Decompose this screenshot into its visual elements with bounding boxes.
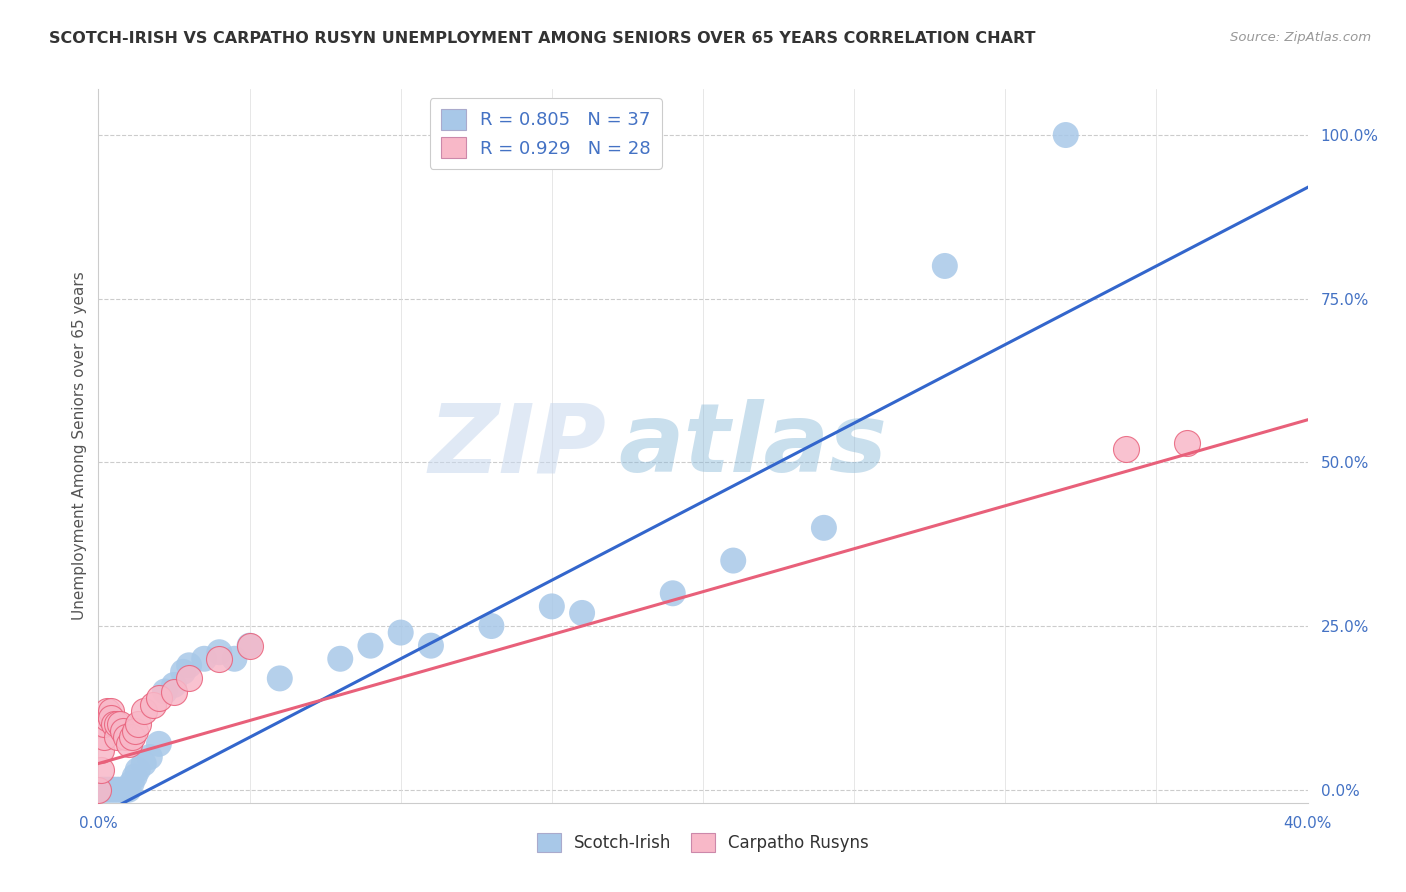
Point xyxy=(420,639,443,653)
Point xyxy=(360,639,382,653)
Point xyxy=(172,665,194,679)
Point xyxy=(90,743,112,757)
Point xyxy=(163,684,186,698)
Point xyxy=(934,259,956,273)
Point xyxy=(105,782,128,797)
Point xyxy=(540,599,562,614)
Point xyxy=(329,652,352,666)
Point xyxy=(121,731,143,745)
Point xyxy=(153,684,176,698)
Text: atlas: atlas xyxy=(619,400,887,492)
Point xyxy=(93,731,115,745)
Point xyxy=(148,737,170,751)
Point xyxy=(269,672,291,686)
Point xyxy=(224,652,246,666)
Point xyxy=(1115,442,1137,457)
Point xyxy=(208,645,231,659)
Point xyxy=(571,606,593,620)
Point xyxy=(105,731,128,745)
Y-axis label: Unemployment Among Seniors over 65 years: Unemployment Among Seniors over 65 years xyxy=(72,272,87,620)
Point xyxy=(1175,435,1198,450)
Point xyxy=(118,737,141,751)
Point xyxy=(139,750,162,764)
Text: SCOTCH-IRISH VS CARPATHO RUSYN UNEMPLOYMENT AMONG SENIORS OVER 65 YEARS CORRELAT: SCOTCH-IRISH VS CARPATHO RUSYN UNEMPLOYM… xyxy=(49,31,1036,46)
Text: Source: ZipAtlas.com: Source: ZipAtlas.com xyxy=(1230,31,1371,45)
Point xyxy=(108,717,131,731)
Point xyxy=(96,782,118,797)
Legend: Scotch-Irish, Carpatho Rusyns: Scotch-Irish, Carpatho Rusyns xyxy=(530,826,876,859)
Point xyxy=(96,704,118,718)
Text: ZIP: ZIP xyxy=(429,400,606,492)
Point xyxy=(103,717,125,731)
Point xyxy=(124,723,146,738)
Point xyxy=(127,717,149,731)
Point xyxy=(193,652,215,666)
Point xyxy=(481,619,503,633)
Point xyxy=(239,639,262,653)
Point xyxy=(127,763,149,777)
Point xyxy=(103,782,125,797)
Point xyxy=(132,704,155,718)
Point xyxy=(114,782,136,797)
Point xyxy=(108,782,131,797)
Point xyxy=(90,763,112,777)
Point xyxy=(121,776,143,790)
Point xyxy=(723,553,745,567)
Point xyxy=(118,782,141,797)
Point xyxy=(208,652,231,666)
Point xyxy=(163,678,186,692)
Point xyxy=(105,717,128,731)
Point xyxy=(100,711,122,725)
Point xyxy=(132,756,155,771)
Point xyxy=(96,711,118,725)
Point xyxy=(111,723,134,738)
Point xyxy=(148,691,170,706)
Point xyxy=(124,770,146,784)
Point xyxy=(239,639,262,653)
Point xyxy=(389,625,412,640)
Point xyxy=(87,782,110,797)
Point xyxy=(114,731,136,745)
Point xyxy=(1054,128,1077,142)
Point xyxy=(93,782,115,797)
Point xyxy=(179,672,201,686)
Point xyxy=(661,586,683,600)
Point xyxy=(90,782,112,797)
Point xyxy=(179,658,201,673)
Point xyxy=(100,704,122,718)
Point xyxy=(93,717,115,731)
Point xyxy=(100,782,122,797)
Point xyxy=(142,698,165,712)
Point xyxy=(813,521,835,535)
Point xyxy=(111,782,134,797)
